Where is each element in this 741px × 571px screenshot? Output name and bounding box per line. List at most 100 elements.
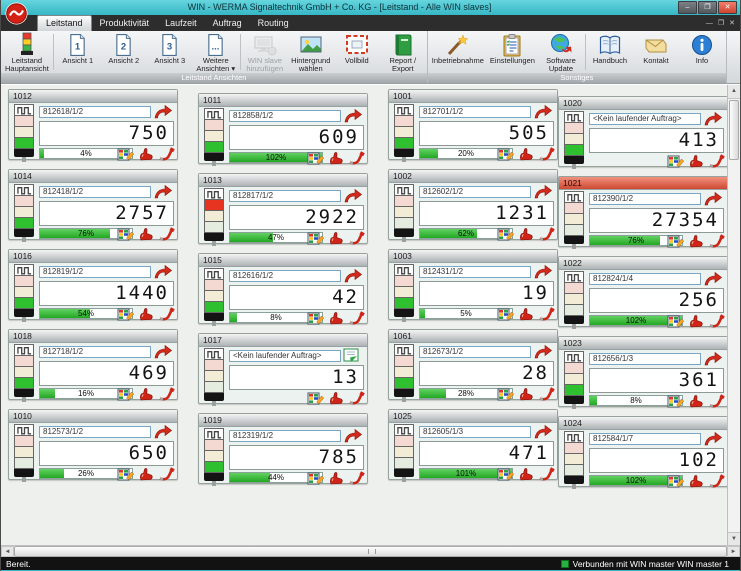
productivity-edit-icon[interactable] [117,226,135,241]
new-order-icon[interactable] [343,348,364,364]
manual-count-icon[interactable] [687,233,705,248]
reject-count-icon[interactable] [347,230,365,245]
order-field[interactable]: 812824/1/4 [589,273,701,285]
report-export-button[interactable]: Report / Export [380,31,426,73]
manual-count-icon[interactable] [517,306,535,321]
panel-header[interactable]: 1018 [9,330,177,343]
manual-count-icon[interactable] [137,306,155,321]
order-field[interactable]: 812718/1/2 [39,346,151,358]
manual-count-icon[interactable] [137,146,155,161]
order-field[interactable]: <Kein laufender Auftrag> [229,350,341,362]
productivity-edit-icon[interactable] [117,306,135,321]
productivity-edit-icon[interactable] [667,393,685,408]
order-field[interactable]: 812701/1/2 [419,106,531,118]
tab-laufzeit[interactable]: Laufzeit [165,18,197,28]
vollbild-button[interactable]: Vollbild [334,31,380,73]
reject-count-icon[interactable] [537,466,555,481]
productivity-edit-icon[interactable] [667,473,685,488]
horizontal-scroll-thumb[interactable] [14,546,727,557]
reject-count-icon[interactable] [537,306,555,321]
reject-count-icon[interactable] [707,313,725,328]
reject-count-icon[interactable] [347,390,365,405]
panel-header[interactable]: 1014 [9,170,177,183]
manual-count-icon[interactable] [517,386,535,401]
order-forward-icon[interactable] [533,264,554,280]
order-field[interactable]: 812618/1/2 [39,106,151,118]
order-forward-icon[interactable] [703,111,724,127]
order-forward-icon[interactable] [703,431,724,447]
manual-count-icon[interactable] [687,393,705,408]
order-forward-icon[interactable] [343,108,364,124]
order-forward-icon[interactable] [703,351,724,367]
order-field[interactable]: 812819/1/2 [39,266,151,278]
vertical-scrollbar[interactable]: ▲ ▼ [727,85,740,545]
weitere-ansichten-button[interactable]: ... Weitere Ansichten ▾ [193,31,239,73]
vertical-scroll-thumb[interactable] [729,100,739,160]
panel-header[interactable]: 1017 [199,334,367,347]
mdi-minimize-icon[interactable]: — [705,20,713,27]
panel-header[interactable]: 1011 [199,94,367,107]
order-field[interactable]: 812673/1/2 [419,346,531,358]
mdi-close-icon[interactable]: ✕ [729,20,735,27]
order-field[interactable]: <Kein laufender Auftrag> [589,113,701,125]
reject-count-icon[interactable] [707,393,725,408]
manual-count-icon[interactable] [327,390,345,405]
panel-header[interactable]: 1003 [389,250,557,263]
order-forward-icon[interactable] [703,271,724,287]
manual-count-icon[interactable] [137,226,155,241]
ansicht-1-button[interactable]: 1 Ansicht 1 [55,31,101,73]
productivity-edit-icon[interactable] [307,390,325,405]
productivity-edit-icon[interactable] [497,386,515,401]
order-forward-icon[interactable] [153,264,174,280]
info-button[interactable]: Info [679,31,725,73]
order-forward-icon[interactable] [533,344,554,360]
order-field[interactable]: 812656/1/3 [589,353,701,365]
mdi-restore-icon[interactable]: ❐ [717,20,725,27]
order-field[interactable]: 812573/1/2 [39,426,151,438]
order-forward-icon[interactable] [343,428,364,444]
productivity-edit-icon[interactable] [307,230,325,245]
ansicht-3-button[interactable]: 3 Ansicht 3 [147,31,193,73]
order-forward-icon[interactable] [153,104,174,120]
productivity-edit-icon[interactable] [307,150,325,165]
tab-produktivit-t[interactable]: Produktivität [99,18,150,28]
panel-header[interactable]: 1061 [389,330,557,343]
panel-header[interactable]: 1025 [389,410,557,423]
reject-count-icon[interactable] [537,386,555,401]
productivity-edit-icon[interactable] [307,470,325,485]
panel-header[interactable]: 1010 [9,410,177,423]
panel-header[interactable]: 1012 [9,90,177,103]
manual-count-icon[interactable] [137,466,155,481]
close-button[interactable]: ✕ [718,1,737,14]
maximize-button[interactable]: ❐ [698,1,717,14]
tab-auftrag[interactable]: Auftrag [212,18,242,28]
manual-count-icon[interactable] [517,146,535,161]
manual-count-icon[interactable] [517,466,535,481]
order-field[interactable]: 812431/1/2 [419,266,531,278]
software-update-button[interactable]: Software Update [538,31,584,73]
panel-header[interactable]: 1015 [199,254,367,267]
order-field[interactable]: 812319/1/2 [229,430,341,442]
productivity-edit-icon[interactable] [117,466,135,481]
order-field[interactable]: 812817/1/2 [229,190,341,202]
tab-leitstand[interactable]: Leitstand [37,15,92,31]
minimize-button[interactable]: – [678,1,697,14]
order-forward-icon[interactable] [533,184,554,200]
productivity-edit-icon[interactable] [497,146,515,161]
manual-count-icon[interactable] [687,313,705,328]
handbuch-button[interactable]: Handbuch [587,31,633,73]
productivity-edit-icon[interactable] [307,310,325,325]
order-forward-icon[interactable] [533,424,554,440]
manual-count-icon[interactable] [517,226,535,241]
order-field[interactable]: 812858/1/2 [229,110,341,122]
order-forward-icon[interactable] [343,188,364,204]
order-forward-icon[interactable] [153,424,174,440]
productivity-edit-icon[interactable] [117,146,135,161]
scroll-right-icon[interactable]: ► [727,546,740,557]
reject-count-icon[interactable] [347,150,365,165]
reject-count-icon[interactable] [707,153,725,168]
scroll-left-icon[interactable]: ◄ [1,546,14,557]
order-field[interactable]: 812584/1/7 [589,433,701,445]
reject-count-icon[interactable] [347,310,365,325]
productivity-edit-icon[interactable] [667,153,685,168]
